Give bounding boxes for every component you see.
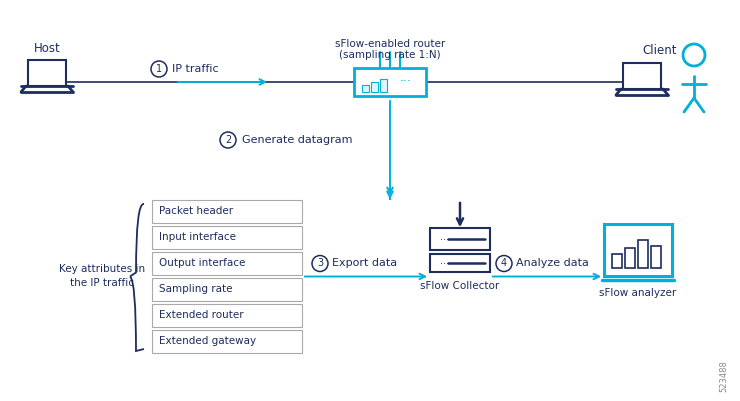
Bar <box>651 246 661 268</box>
Text: sFlow analyzer: sFlow analyzer <box>599 288 676 298</box>
Bar <box>623 63 661 89</box>
Text: 1: 1 <box>156 64 162 74</box>
Bar <box>28 60 66 86</box>
Bar <box>638 240 648 268</box>
Bar <box>152 226 302 249</box>
Text: sFlow-enabled router: sFlow-enabled router <box>335 39 445 49</box>
Text: ···: ··· <box>400 75 412 89</box>
Bar <box>604 224 672 276</box>
Text: (sampling rate 1:N): (sampling rate 1:N) <box>339 50 441 60</box>
Bar <box>371 82 378 92</box>
Bar <box>430 254 490 272</box>
Bar <box>430 228 490 250</box>
Bar <box>152 278 302 301</box>
Text: Extended router: Extended router <box>159 310 243 320</box>
Bar <box>625 248 635 268</box>
Text: ···: ··· <box>440 235 449 245</box>
Text: IP traffic: IP traffic <box>172 64 218 74</box>
Text: 4: 4 <box>501 259 507 269</box>
Bar <box>152 304 302 327</box>
Text: Key attributes in: Key attributes in <box>59 265 145 275</box>
Bar <box>612 254 622 268</box>
Bar <box>152 252 302 275</box>
Text: Output interface: Output interface <box>159 259 246 269</box>
Bar <box>380 79 387 92</box>
Text: Analyze data: Analyze data <box>516 259 589 269</box>
Text: Generate datagram: Generate datagram <box>242 135 352 145</box>
Text: sFlow Collector: sFlow Collector <box>420 281 500 291</box>
Text: ···: ··· <box>440 259 449 269</box>
Text: Host: Host <box>33 41 61 55</box>
Text: Packet header: Packet header <box>159 207 233 217</box>
Text: Input interface: Input interface <box>159 233 236 243</box>
Text: Export data: Export data <box>332 259 397 269</box>
Text: 3: 3 <box>317 259 323 269</box>
Text: Client: Client <box>643 45 677 57</box>
Text: 523488: 523488 <box>719 360 728 392</box>
Text: Extended gateway: Extended gateway <box>159 336 256 346</box>
Text: the IP traffic: the IP traffic <box>70 279 134 288</box>
Text: Sampling rate: Sampling rate <box>159 284 232 294</box>
Bar <box>362 85 369 92</box>
Bar <box>152 330 302 353</box>
Text: 2: 2 <box>225 135 231 145</box>
Bar <box>152 200 302 223</box>
Bar <box>354 68 426 96</box>
